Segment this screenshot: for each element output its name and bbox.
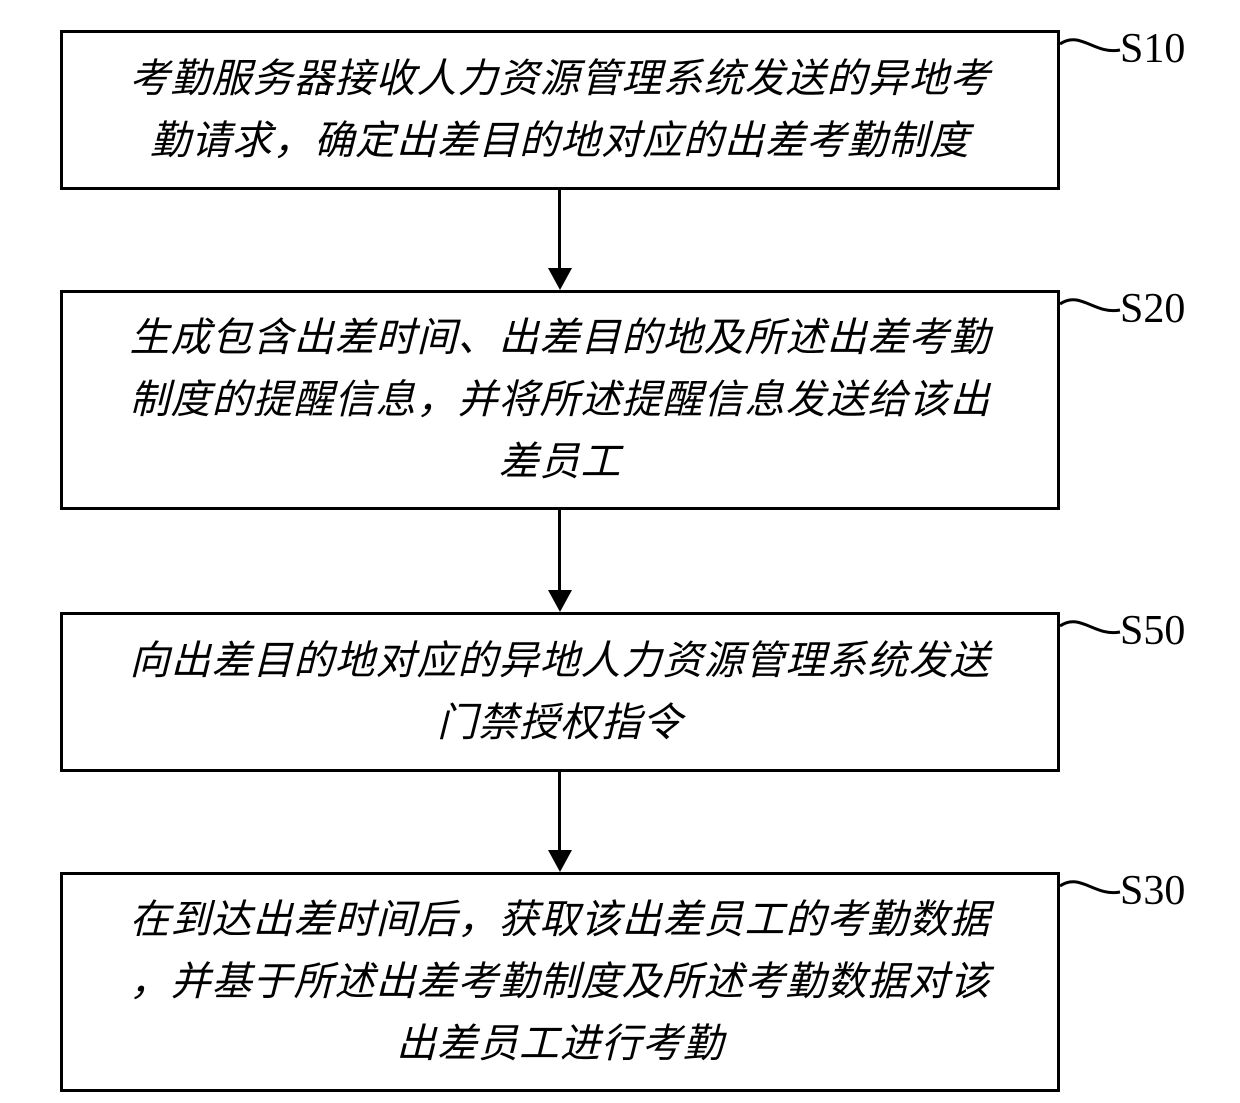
flowchart-node: 向出差目的地对应的异地人力资源管理系统发送 门禁授权指令 [60,612,1060,772]
node-text: 向出差目的地对应的异地人力资源管理系统发送 门禁授权指令 [130,630,991,754]
flowchart-node: 在到达出差时间后，获取该出差员工的考勤数据 ，并基于所述出差考勤制度及所述考勤数… [60,872,1060,1092]
arrow-line [558,510,561,590]
arrow-line [558,772,561,850]
step-label: S50 [1120,607,1185,655]
flowchart-node: 生成包含出差时间、出差目的地及所述出差考勤 制度的提醒信息，并将所述提醒信息发送… [60,290,1060,510]
step-label: S20 [1120,285,1185,333]
flowchart-node: 考勤服务器接收人力资源管理系统发送的异地考 勤请求，确定出差目的地对应的出差考勤… [60,30,1060,190]
connector-line [1056,286,1124,319]
arrow-head-icon [548,850,572,872]
connector-line [1056,608,1124,641]
node-text: 在到达出差时间后，获取该出差员工的考勤数据 ，并基于所述出差考勤制度及所述考勤数… [130,889,991,1075]
arrow-head-icon [548,268,572,290]
connector-line [1056,26,1124,59]
arrow-line [558,190,561,268]
step-label: S10 [1120,25,1185,73]
step-label: S30 [1120,867,1185,915]
node-text: 考勤服务器接收人力资源管理系统发送的异地考 勤请求，确定出差目的地对应的出差考勤… [130,48,991,172]
arrow-head-icon [548,590,572,612]
connector-line [1056,868,1124,901]
node-text: 生成包含出差时间、出差目的地及所述出差考勤 制度的提醒信息，并将所述提醒信息发送… [130,307,991,493]
